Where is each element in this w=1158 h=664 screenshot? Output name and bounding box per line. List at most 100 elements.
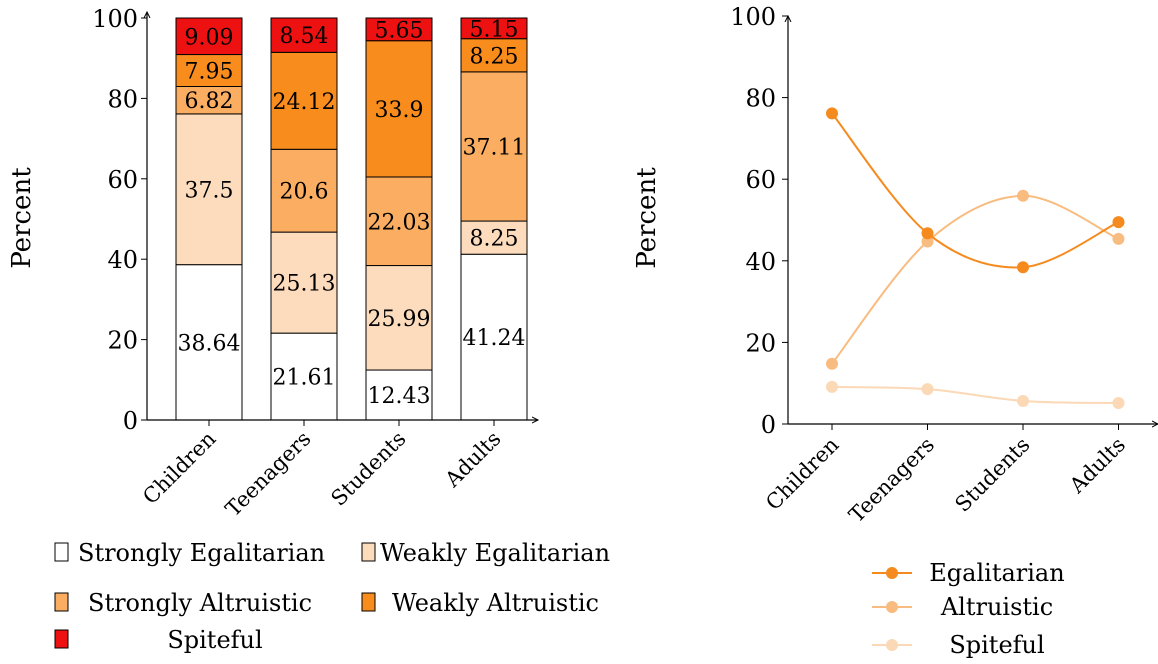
bar-segment-spiteful-students	[365, 17, 433, 42]
legend-swatch-weakly-altruistic	[361, 592, 376, 612]
bar-segment-strongly-altruistic-adults	[460, 71, 528, 222]
legend-swatch-weakly-egalitarian	[361, 542, 376, 562]
bar-segment-weakly-egalitarian-adults	[460, 220, 528, 255]
stacked-bar-chart: 38.64 37.5 6.82 7.95 9.09 21.61 25.13 20.6 24.12…	[7, 5, 610, 654]
point-egalitarian-teenagers	[921, 227, 934, 240]
x-tick-label: Teenagers	[844, 433, 939, 528]
point-altruistic-teenagers	[921, 235, 934, 248]
legend-label-weakly-egalitarian: Weakly Egalitarian	[380, 539, 610, 567]
bar-segment-strongly-egalitarian-students	[365, 369, 433, 421]
point-egalitarian-adults	[1112, 216, 1125, 229]
legend-label-weakly-altruistic: Weakly Altruistic	[392, 589, 599, 617]
data-label: 9.09	[185, 25, 234, 50]
data-label: 6.82	[185, 89, 234, 114]
bar-segment-weakly-egalitarian-students	[365, 265, 433, 371]
bar-x-ticks: Children Teenagers Students Adults	[138, 420, 506, 522]
x-tick-label: Students	[326, 427, 410, 511]
legend-label-egalitarian: Egalitarian	[929, 559, 1064, 587]
data-label: 22.03	[368, 210, 431, 235]
series-line-spiteful	[831, 385, 1119, 404]
legend-swatch-strongly-egalitarian	[54, 542, 69, 562]
y-tick-label: 80	[107, 85, 138, 113]
x-tick-label: Students	[950, 433, 1034, 517]
point-altruistic-students	[1017, 189, 1029, 202]
legend-label-strongly-egalitarian: Strongly Egalitarian	[78, 539, 325, 567]
line-x-ticks: Children Teenagers Students Adults	[761, 424, 1130, 527]
bar-segment-spiteful-teenagers	[270, 17, 338, 53]
bar-segment-spiteful-adults	[460, 17, 528, 40]
point-spiteful-teenagers	[921, 383, 934, 396]
data-label: 25.99	[368, 307, 431, 332]
line-legend: Egalitarian Altruistic Spiteful	[872, 559, 1065, 659]
legend-marker-spiteful	[886, 639, 898, 651]
bar-y-ticks: 0 20 40 60 80 100	[92, 5, 147, 435]
bar-segment-strongly-egalitarian-adults	[460, 253, 528, 421]
point-spiteful-students	[1017, 394, 1029, 407]
bar-axes	[147, 12, 538, 420]
data-label: 20.6	[280, 180, 329, 205]
y-tick-label: 100	[730, 3, 776, 31]
legend-label-spiteful: Spiteful	[949, 631, 1044, 659]
data-label: 24.12	[273, 90, 336, 115]
line-axes	[788, 16, 1158, 424]
legend-marker-altruistic	[886, 601, 898, 613]
legend-swatch-spiteful	[54, 629, 69, 649]
data-label: 38.64	[178, 331, 241, 356]
data-label: 12.43	[368, 384, 431, 409]
bar-segment-weakly-altruistic-adults	[460, 38, 528, 73]
line-marks	[826, 107, 1125, 409]
bar-y-axis-label: Percent	[7, 167, 37, 269]
data-label: 41.24	[463, 326, 526, 351]
data-label: 8.25	[470, 44, 519, 69]
data-label: 25.13	[273, 272, 336, 297]
bar-marks: 38.64 37.5 6.82 7.95 9.09 21.61 25.13 20.6 24.12…	[175, 17, 528, 421]
legend-label-spiteful: Spiteful	[167, 626, 262, 654]
bar-legend: Strongly Egalitarian Weakly Egalitarian St…	[54, 539, 610, 654]
x-tick-label: Teenagers	[221, 427, 316, 522]
y-tick-label: 0	[123, 407, 138, 435]
y-tick-label: 60	[107, 166, 138, 194]
legend-marker-egalitarian	[886, 567, 898, 579]
y-tick-label: 40	[745, 248, 776, 276]
point-spiteful-adults	[1112, 396, 1125, 409]
y-tick-label: 20	[745, 329, 776, 357]
x-tick-label: Children	[138, 427, 220, 509]
legend-swatch-strongly-altruistic	[54, 592, 69, 612]
data-label: 8.25	[470, 227, 519, 252]
line-y-ticks: 0 20 40 60 80 100	[730, 3, 788, 439]
y-tick-label: 100	[92, 5, 138, 33]
point-spiteful-children	[826, 380, 838, 393]
data-label: 5.15	[470, 17, 519, 42]
x-tick-label: Adults	[1064, 433, 1130, 499]
y-tick-label: 60	[745, 166, 776, 194]
data-label: 5.65	[375, 18, 424, 43]
legend-label-strongly-altruistic: Strongly Altruistic	[88, 589, 312, 617]
line-y-axis-label: Percent	[632, 167, 662, 269]
bar-segment-strongly-egalitarian-teenagers	[270, 332, 338, 421]
bar-segment-weakly-altruistic-children	[175, 54, 243, 88]
y-tick-label: 80	[745, 85, 776, 113]
data-label: 21.61	[273, 366, 336, 391]
series-line-egalitarian	[831, 112, 1119, 269]
data-label: 37.11	[463, 135, 526, 160]
bar-segment-strongly-altruistic-students	[365, 176, 433, 267]
bar-segment-weakly-egalitarian-children	[175, 113, 243, 266]
y-tick-label: 0	[761, 411, 776, 439]
x-tick-label: Children	[761, 433, 843, 515]
y-tick-label: 40	[107, 246, 138, 274]
y-tick-label: 20	[107, 327, 138, 355]
point-altruistic-children	[826, 357, 838, 370]
data-label: 37.5	[185, 178, 234, 203]
legend-label-altruistic: Altruistic	[940, 593, 1053, 621]
point-egalitarian-students	[1017, 261, 1029, 274]
bar-segment-spiteful-children	[175, 17, 243, 56]
line-chart: 0 20 40 60 80 100 Children Teenagers Students Ad…	[632, 3, 1158, 659]
bar-segment-weakly-egalitarian-teenagers	[270, 231, 338, 334]
point-altruistic-adults	[1112, 232, 1125, 245]
data-label: 7.95	[185, 60, 234, 85]
point-egalitarian-children	[826, 107, 838, 120]
data-label: 33.9	[375, 98, 424, 123]
bar-segment-strongly-egalitarian-children	[175, 264, 243, 421]
series-line-altruistic	[831, 194, 1119, 365]
